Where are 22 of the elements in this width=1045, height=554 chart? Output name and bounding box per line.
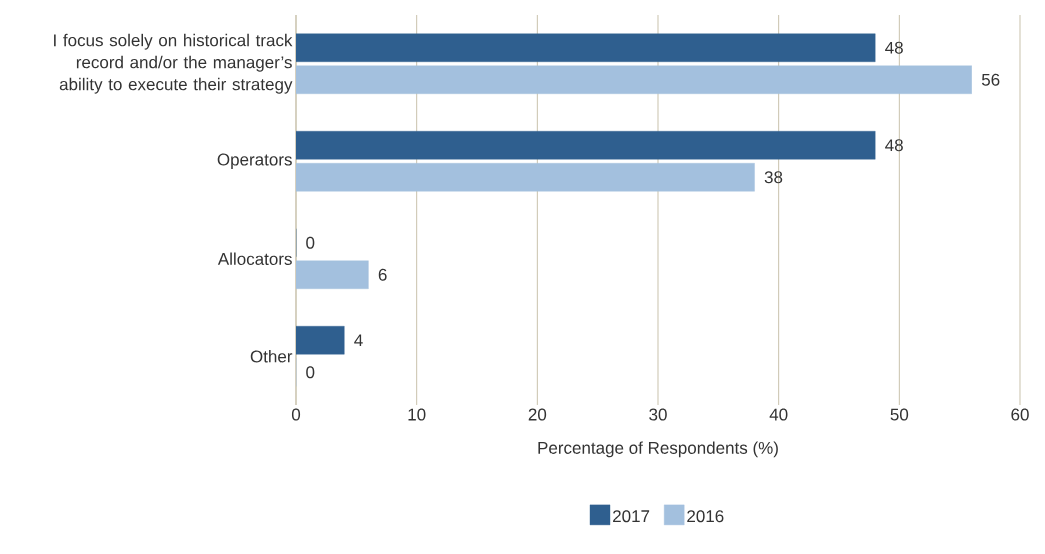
x-tick-label: 20 bbox=[528, 408, 547, 421]
data-label: 48 bbox=[885, 139, 903, 152]
data-label: 38 bbox=[764, 171, 783, 184]
y-tick-label: Operators bbox=[217, 153, 292, 169]
data-label: 56 bbox=[981, 73, 1000, 86]
data-label: 0 bbox=[306, 236, 315, 249]
data-label: 4 bbox=[354, 334, 363, 347]
x-tick-label: 0 bbox=[291, 408, 301, 421]
x-tick-label: 10 bbox=[408, 408, 426, 421]
x-tick-label: 30 bbox=[649, 408, 667, 421]
legend-label: 2017 bbox=[613, 510, 650, 523]
data-label: 6 bbox=[378, 268, 387, 281]
legend-label: 2016 bbox=[687, 510, 724, 523]
data-label: 0 bbox=[306, 366, 315, 379]
x-tick-label: 50 bbox=[890, 408, 909, 421]
x-tick-label: 40 bbox=[769, 408, 788, 421]
x-tick-label: 60 bbox=[1011, 408, 1029, 421]
y-tick-label: I focus solely on historical track record and/or the manager’s ability to execute their strategy bbox=[54, 33, 293, 94]
y-tick-label: Other bbox=[250, 350, 293, 363]
y-tick-label: Allocators bbox=[217, 252, 292, 265]
x-axis-title: Percentage of Respondents (%) bbox=[538, 441, 778, 458]
data-label: 48 bbox=[885, 41, 903, 54]
